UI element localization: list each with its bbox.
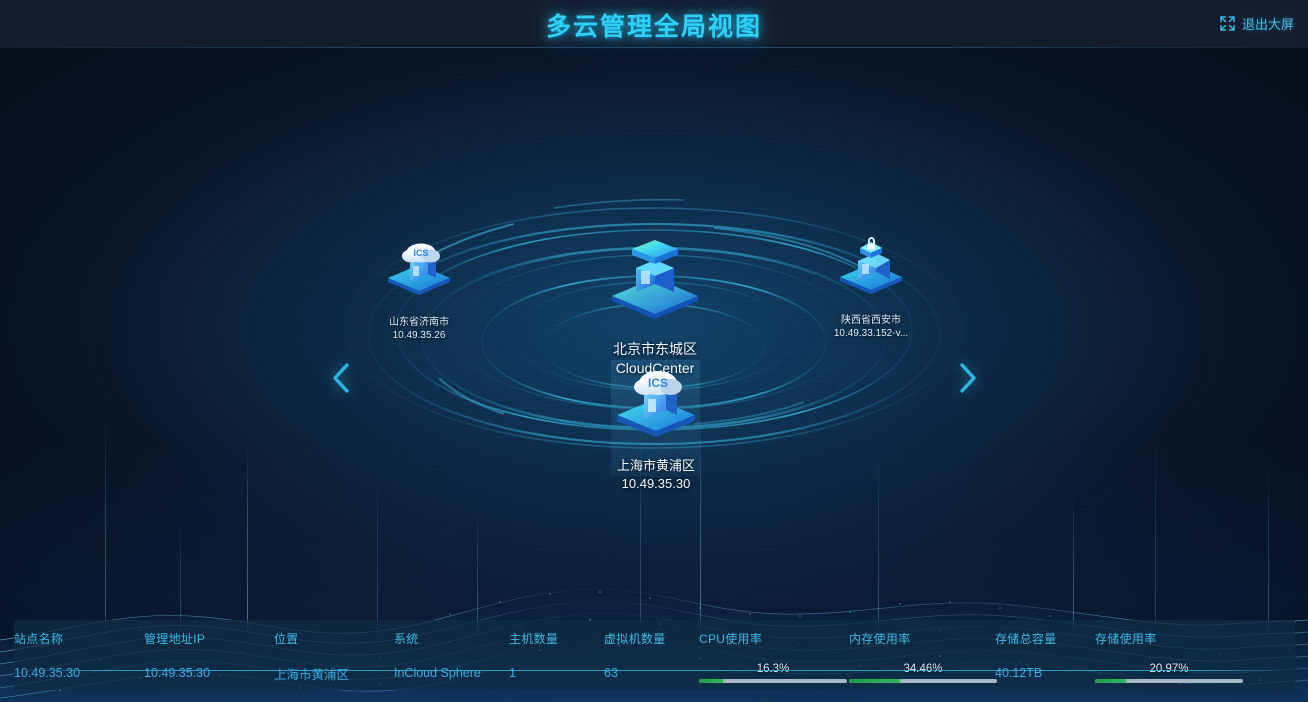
table-row[interactable]: 10.49.35.30 10.49.35.30 上海市黄浦区 InCloud S… [14, 654, 1295, 683]
exit-fullscreen-button[interactable]: 退出大屏 [1220, 14, 1294, 33]
cell-memory-usage: 34.46% [849, 654, 997, 683]
compress-exit-fullscreen-icon [1220, 16, 1235, 31]
page-title: 多云管理全局视图 [545, 13, 762, 41]
cell-location: 上海市黄浦区 [274, 667, 350, 682]
col-location: 位置 [274, 632, 299, 646]
cpu-usage-fill [699, 679, 724, 683]
table-header-row: 站点名称 管理地址IP 位置 系统 主机数量 虚拟机数量 CPU使用率 内存使用… [14, 620, 1295, 654]
cell-host-count: 1 [509, 666, 516, 680]
node-label-line1: 北京市东城区 [613, 341, 697, 357]
prev-site-arrow[interactable] [326, 358, 356, 398]
storage-usage-fill [1095, 679, 1127, 683]
node-label-line1: 陕西省西安市 [841, 315, 901, 326]
node-label-line2: CloudCenter [615, 359, 695, 376]
svg-text:ICS: ICS [413, 248, 428, 258]
col-memory-usage: 内存使用率 [849, 632, 911, 646]
node-label: 陕西省西安市 10.49.33.152-v... [834, 315, 908, 341]
cell-mgmt-ip: 10.49.35.30 [144, 666, 211, 680]
node-label-line2: 10.49.33.152-v... [833, 327, 909, 339]
site-detail-table: 站点名称 管理地址IP 位置 系统 主机数量 虚拟机数量 CPU使用率 内存使用… [14, 620, 1295, 690]
col-host-count: 主机数量 [509, 632, 559, 646]
col-storage-total: 存储总容量 [995, 632, 1057, 646]
cell-storage-usage: 20.97% [1095, 654, 1280, 683]
col-storage-usage: 存储使用率 [1095, 632, 1157, 646]
cell-site-name: 10.49.35.30 [14, 666, 81, 680]
node-label: 上海市黄浦区 10.49.35.30 [617, 457, 695, 493]
col-system: 系统 [394, 632, 419, 646]
site-node-jinan[interactable]: ICS 山东省济南市 10.49.35.26 [380, 235, 458, 343]
node-label-line1: 上海市黄浦区 [616, 458, 695, 473]
cell-vm-count: 63 [604, 666, 618, 680]
node-label: 山东省济南市 10.49.35.26 [389, 317, 449, 343]
cell-system: InCloud Sphere [394, 666, 481, 680]
server-stack-icon [602, 230, 708, 336]
site-node-shanghai[interactable]: ICS 上海市黄浦区 10.49.35.30 [608, 363, 704, 493]
node-label-line1: 山东省济南市 [389, 317, 449, 328]
col-site-name: 站点名称 [14, 632, 64, 646]
cloud-ics-server-icon: ICS [380, 235, 458, 313]
table-header-rule [30, 670, 1281, 671]
node-label-line2: 10.49.35.26 [392, 329, 446, 341]
cloud-ics-server-icon: ICS [608, 363, 704, 453]
cpu-usage-meter: 16.3% [699, 663, 847, 683]
svg-text:ICS: ICS [648, 376, 668, 390]
exit-fullscreen-label: 退出大屏 [1241, 17, 1294, 32]
memory-usage-track [849, 679, 997, 683]
site-node-beijing-cloudcenter[interactable]: 北京市东城区 CloudCenter [600, 230, 710, 378]
secure-server-icon [832, 233, 910, 311]
storage-usage-track [1095, 679, 1243, 683]
cell-storage-total: 40.12TB [995, 666, 1043, 680]
storage-usage-value: 20.97% [1149, 663, 1189, 675]
app-header: 多云管理全局视图 退出大屏 [0, 0, 1308, 48]
col-vm-count: 虚拟机数量 [604, 632, 666, 646]
light-beams [0, 380, 1308, 640]
col-cpu-usage: CPU使用率 [699, 632, 763, 646]
node-label-line2: 10.49.35.30 [621, 475, 691, 491]
col-mgmt-ip: 管理地址IP [144, 632, 206, 646]
memory-usage-value: 34.46% [903, 663, 943, 675]
next-site-arrow[interactable] [953, 358, 983, 398]
cpu-usage-track [699, 679, 847, 683]
node-label: 北京市东城区 CloudCenter [613, 340, 697, 378]
cell-cpu-usage: 16.3% [699, 654, 849, 683]
site-node-xian[interactable]: 陕西省西安市 10.49.33.152-v... [832, 233, 910, 341]
memory-usage-fill [849, 679, 900, 683]
storage-usage-meter: 20.97% [1095, 663, 1243, 683]
cpu-usage-value: 16.3% [756, 663, 790, 675]
memory-usage-meter: 34.46% [849, 663, 997, 683]
